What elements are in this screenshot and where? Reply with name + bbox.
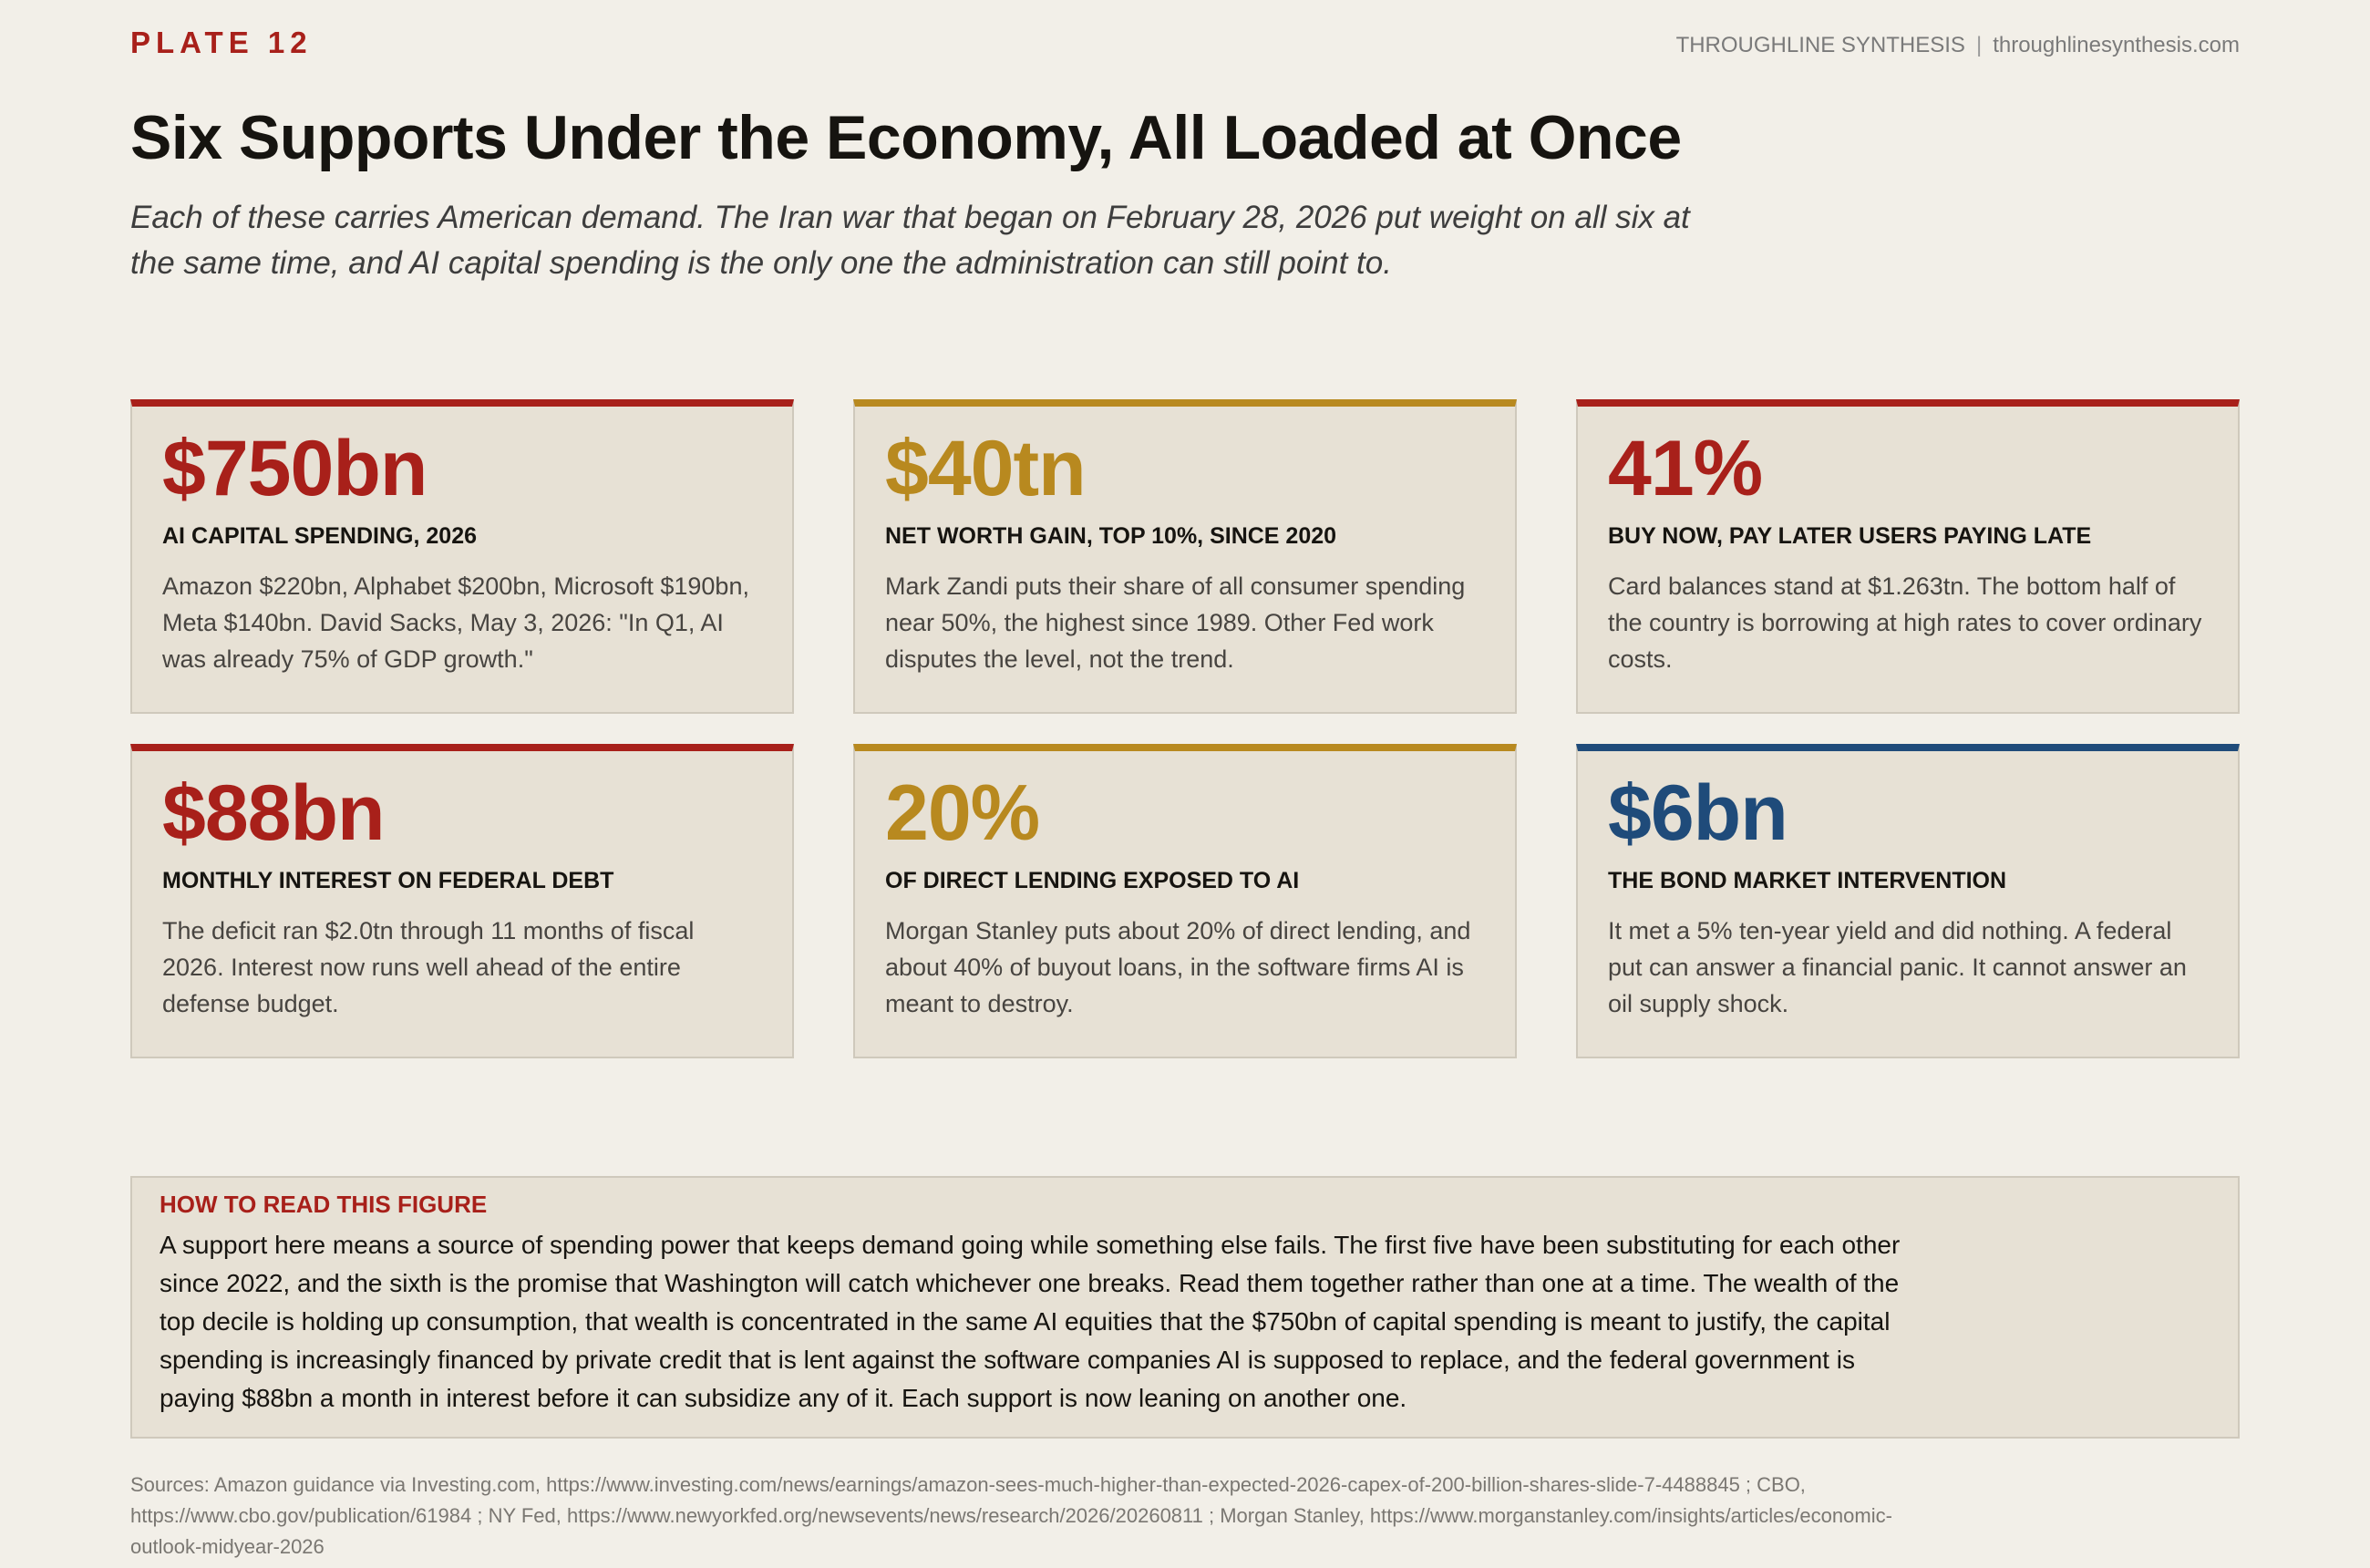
how-to-read-body: A support here means a source of spendin… — [160, 1231, 1901, 1412]
card-label: MONTHLY INTEREST ON FEDERAL DEBT — [162, 868, 614, 893]
card-description: Mark Zandi puts their share of all consu… — [885, 573, 1466, 673]
card-description: Amazon $220bn, Alphabet $200bn, Microsof… — [162, 573, 749, 673]
card-bnpl-late: 41% BUY NOW, PAY LATER USERS PAYING LATE… — [1576, 399, 2240, 714]
masthead-separator: | — [1975, 33, 1983, 57]
how-to-read-heading: HOW TO READ THIS FIGURE — [160, 1191, 488, 1218]
page-title: Six Supports Under the Economy, All Load… — [130, 103, 1682, 172]
card-direct-lending: 20% OF DIRECT LENDING EXPOSED TO AI Morg… — [853, 744, 1517, 1058]
card-label: OF DIRECT LENDING EXPOSED TO AI — [885, 868, 1300, 893]
support-cards-grid: $750bn AI CAPITAL SPENDING, 2026 Amazon … — [130, 399, 2240, 1058]
masthead: THROUGHLINE SYNTHESIS | throughlinesynth… — [1676, 33, 2240, 58]
card-description: Morgan Stanley puts about 20% of direct … — [885, 917, 1471, 1017]
card-figure: 20% — [885, 769, 1040, 857]
card-figure: $88bn — [162, 769, 386, 857]
card-label: NET WORTH GAIN, TOP 10%, SINCE 2020 — [885, 523, 1337, 549]
card-figure: $750bn — [162, 425, 428, 512]
sources-note: Sources: Amazon guidance via Investing.c… — [130, 1473, 1892, 1558]
card-net-worth-gain: $40tn NET WORTH GAIN, TOP 10%, SINCE 202… — [853, 399, 1517, 714]
masthead-url[interactable]: throughlinesynthesis.com — [1993, 33, 2240, 57]
card-description: Card balances stand at $1.263tn. The bot… — [1608, 573, 2202, 673]
card-figure: $6bn — [1608, 769, 1788, 857]
card-label: THE BOND MARKET INTERVENTION — [1608, 868, 2007, 893]
card-description: It met a 5% ten-year yield and did nothi… — [1608, 917, 2187, 1017]
page-subtitle: Each of these carries American demand. T… — [130, 200, 1690, 281]
card-federal-interest: $88bn MONTHLY INTEREST ON FEDERAL DEBT T… — [130, 744, 794, 1058]
how-to-read-panel: HOW TO READ THIS FIGURE A support here m… — [130, 1176, 2240, 1439]
card-bond-market: $6bn THE BOND MARKET INTERVENTION It met… — [1576, 744, 2240, 1058]
plate-number: PLATE 12 — [130, 26, 313, 59]
card-description: The deficit ran $2.0tn through 11 months… — [162, 917, 695, 1017]
card-label: AI CAPITAL SPENDING, 2026 — [162, 523, 477, 549]
card-ai-capital-spending: $750bn AI CAPITAL SPENDING, 2026 Amazon … — [130, 399, 794, 714]
masthead-brand: THROUGHLINE SYNTHESIS — [1675, 33, 1965, 57]
card-figure: 41% — [1608, 425, 1763, 512]
card-figure: $40tn — [885, 425, 1087, 512]
card-label: BUY NOW, PAY LATER USERS PAYING LATE — [1608, 523, 2092, 549]
